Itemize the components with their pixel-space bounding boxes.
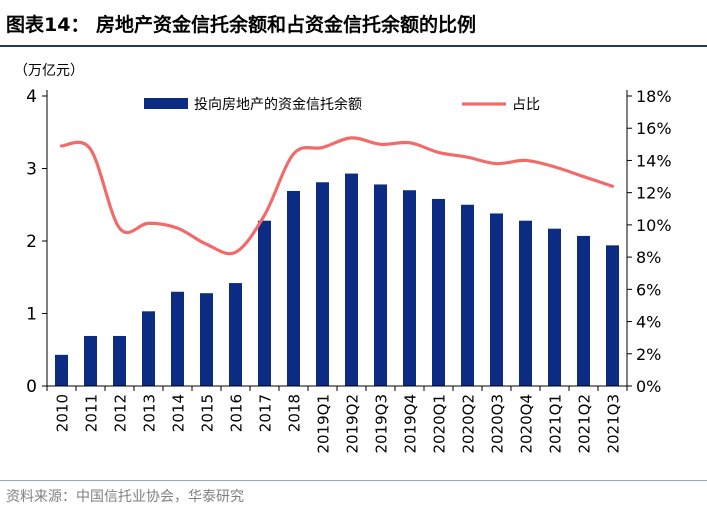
x-tick-label: 2011 [83,394,101,432]
left-tick-label: 4 [26,87,37,107]
x-tick-label: 2013 [141,394,159,432]
combo-chart: 0 1 2 3 4 0% 2% 4% 6% 8% 10% 12% 14% 16% 18% 2010 2011 20… [26,87,672,454]
bar [548,228,561,386]
bar [345,173,358,386]
right-tick-label: 16% [636,119,672,138]
left-tick-label: 2 [26,232,37,252]
x-tick-label: 2020Q1 [431,394,449,454]
bar [432,198,445,386]
title-divider [0,45,707,47]
bar [374,184,387,386]
bar [258,220,271,386]
figure-header: 图表14： 房地产资金信托余额和占资金信托余额的比例 [0,0,707,47]
x-tick-label: 2019Q4 [402,394,420,454]
bar [316,182,329,386]
bar [490,213,503,386]
bar [461,204,474,386]
series-line-share [59,136,615,256]
right-tick-label: 18% [636,87,672,106]
right-tick-label: 14% [636,151,672,170]
bar [55,354,68,386]
x-tick-label: 2017 [257,394,275,432]
right-tick-label: 12% [636,184,672,203]
bar [403,190,416,386]
right-tick-label: 4% [636,313,661,332]
bar [84,335,97,386]
x-tick-label: 2016 [228,394,246,432]
bar [519,220,532,386]
legend-label-bar: 投向房地产的资金信托余额 [194,96,362,113]
x-tick-label: 2021Q2 [576,394,594,454]
left-tick-label: 3 [26,160,37,180]
x-tick-label: 2014 [170,394,188,432]
right-tick-label: 6% [636,280,661,299]
source-divider [0,480,707,481]
bar [577,235,590,386]
x-tick-label: 2018 [286,394,304,432]
bar [142,311,155,386]
bar [287,190,300,386]
bar [229,283,242,386]
bar [200,293,213,386]
x-tick-label: 2020Q2 [460,394,478,454]
x-tick-label: 2020Q4 [518,394,536,454]
x-tick-label: 2015 [199,394,217,432]
bar [606,245,619,386]
source-note: 资料来源：中国信托业协会，华泰研究 [6,489,244,505]
x-tick-label: 2021Q3 [605,394,623,454]
x-tick-label: 2010 [54,394,72,432]
x-tick-label: 2021Q1 [547,394,565,454]
left-axis-unit: （万亿元） [14,63,84,79]
left-tick-label: 1 [26,305,37,325]
left-tick-label: 0 [26,377,37,397]
figure-title: 图表14： 房地产资金信托余额和占资金信托余额的比例 [6,14,477,36]
legend-label-line: 占比 [512,97,540,113]
x-tick-label: 2019Q3 [373,394,391,454]
bar [171,291,184,386]
x-tick-label: 2012 [112,394,130,432]
right-tick-label: 0% [636,377,661,396]
x-tick-label: 2019Q1 [315,394,333,454]
right-tick-label: 10% [636,216,672,235]
x-tick-label: 2020Q3 [489,394,507,454]
right-tick-label: 8% [636,248,661,267]
right-tick-label: 2% [636,345,661,364]
bar [113,335,126,386]
legend-swatch-bar [144,98,188,109]
x-tick-label: 2019Q2 [344,394,362,454]
